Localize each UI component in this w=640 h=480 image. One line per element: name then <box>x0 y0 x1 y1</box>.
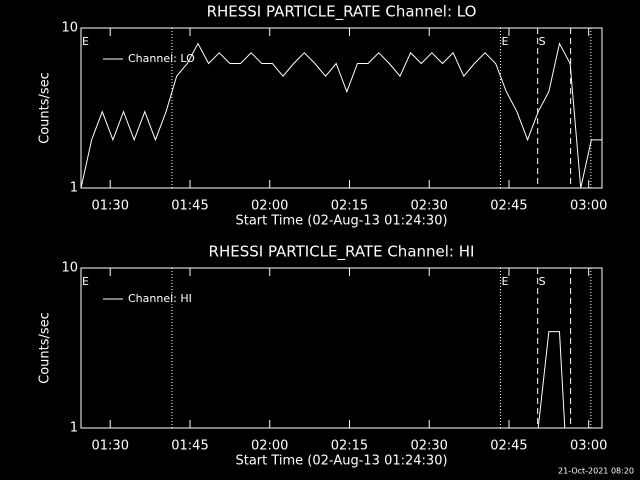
chart-title: RHESSI PARTICLE_RATE Channel: HI <box>209 243 475 262</box>
plot-frame <box>80 267 603 429</box>
x-tick-label: 02:15 <box>331 199 368 214</box>
y-axis-label: Counts/sec <box>38 312 53 384</box>
y-tick-label: 1 <box>70 181 78 196</box>
chart-title: RHESSI PARTICLE_RATE Channel: LO <box>207 3 477 22</box>
data-line <box>80 42 602 189</box>
marker-label: E <box>501 275 508 288</box>
timestamp: 21-Oct-2021 08:20 <box>558 467 634 476</box>
x-tick-label: 03:00 <box>570 199 607 214</box>
x-axis-label: Start Time (02-Aug-13 01:24:30) <box>235 454 447 469</box>
marker-label: S <box>539 35 546 48</box>
marker-label: E <box>501 35 508 48</box>
x-tick-label: 03:00 <box>570 439 607 454</box>
x-tick-label: 02:00 <box>251 199 288 214</box>
marker-label: E <box>82 275 89 288</box>
data-line <box>537 331 566 429</box>
x-tick-label: 01:45 <box>171 199 208 214</box>
x-tick-label: 02:45 <box>490 199 527 214</box>
legend-label: Channel: LO <box>128 52 195 65</box>
y-tick-label: 10 <box>61 21 78 36</box>
x-tick-label: 02:15 <box>331 439 368 454</box>
x-tick-label: 01:45 <box>171 439 208 454</box>
x-tick-label: 01:30 <box>92 439 129 454</box>
y-tick-label: 1 <box>70 421 78 436</box>
marker-label: S <box>539 275 546 288</box>
x-axis-label: Start Time (02-Aug-13 01:24:30) <box>235 214 447 229</box>
x-tick-label: 02:00 <box>251 439 288 454</box>
x-tick-label: 02:45 <box>490 439 527 454</box>
y-tick-label: 10 <box>61 261 78 276</box>
plot-frame <box>80 27 603 189</box>
x-tick-label: 02:30 <box>410 199 447 214</box>
y-axis-label: Counts/sec <box>38 72 53 144</box>
marker-label: E <box>82 35 89 48</box>
legend-label: Channel: HI <box>128 292 192 305</box>
x-tick-label: 01:30 <box>92 199 129 214</box>
x-tick-label: 02:30 <box>410 439 447 454</box>
